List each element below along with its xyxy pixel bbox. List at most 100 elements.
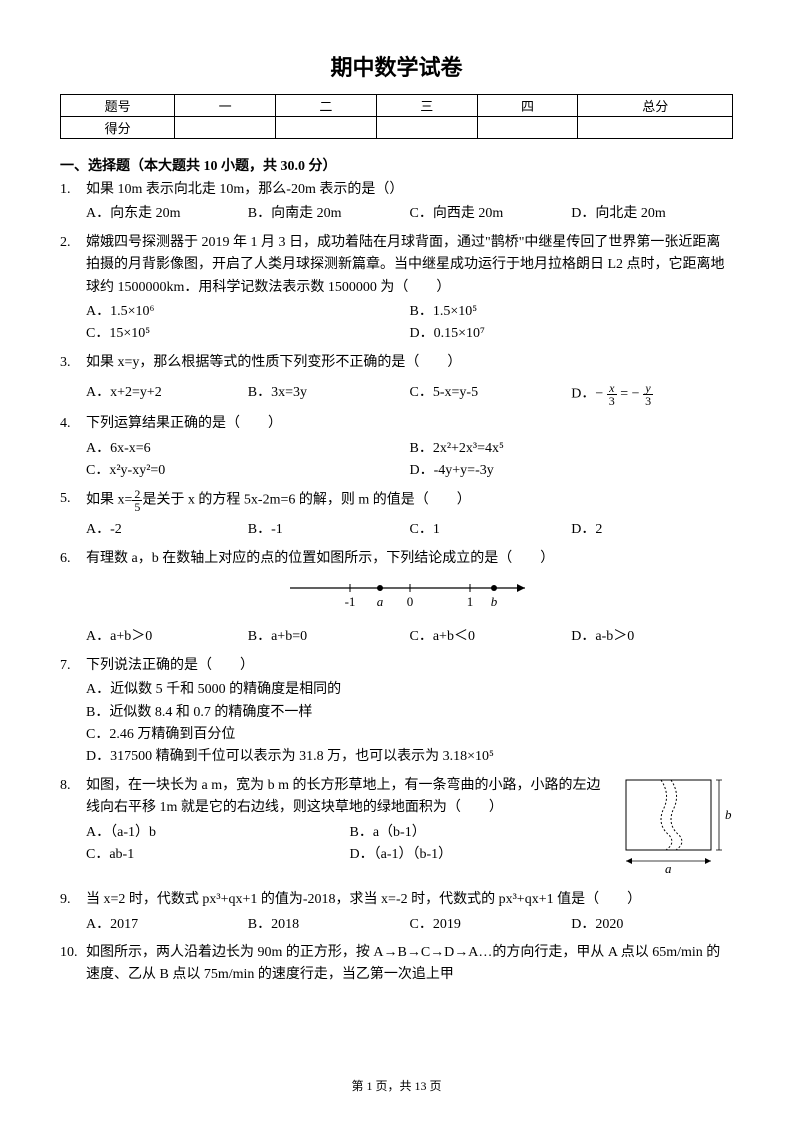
- option-text: 2018: [271, 917, 299, 932]
- th-label: 题号: [61, 95, 175, 117]
- score-table: 题号 一 二 三 四 总分 得分: [60, 94, 733, 139]
- td-blank: [477, 117, 578, 139]
- question-number: 1.: [60, 179, 86, 226]
- option-text: a（b-1）: [373, 825, 426, 840]
- option-a: A．1.5×10⁶: [86, 301, 410, 323]
- option-a: A．-2: [86, 519, 248, 541]
- option-c: C．2.46 万精确到百分位: [86, 724, 733, 746]
- fig-a-label: a: [665, 861, 672, 875]
- option-text: 2.46 万精确到百分位: [109, 727, 235, 742]
- option-b: B．a（b-1）: [350, 822, 614, 844]
- option-text: （a-1）（b-1）: [374, 847, 453, 862]
- option-d: D．− x3 = − y3: [571, 382, 733, 407]
- option-text: 向北走 20m: [595, 206, 665, 221]
- option-d: D．-4y+y=-3y: [410, 460, 734, 482]
- option-text: -2: [110, 522, 122, 537]
- option-text: x+2=y+2: [110, 385, 162, 400]
- option-c: C．向西走 20m: [410, 203, 572, 225]
- question-number: 9.: [60, 889, 86, 936]
- td-blank: [175, 117, 276, 139]
- frac-den: 5: [132, 501, 142, 513]
- question-stem: 当 x=2 时，代数式 px³+qx+1 的值为-2018，求当 x=-2 时，…: [86, 889, 733, 911]
- nl-label: 0: [406, 594, 413, 609]
- nl-label: 1: [466, 594, 473, 609]
- option-d: D．2020: [571, 914, 733, 936]
- question-7: 7. 下列说法正确的是（ ） A．近似数 5 千和 5000 的精确度是相同的 …: [60, 655, 733, 769]
- question-number: 2.: [60, 232, 86, 346]
- option-a: A．2017: [86, 914, 248, 936]
- option-a: A．x+2=y+2: [86, 382, 248, 407]
- option-b: B．2018: [248, 914, 410, 936]
- question-10: 10. 如图所示，两人沿着边长为 90m 的正方形，按 A→B→C→D→A…的方…: [60, 942, 733, 989]
- nl-label: a: [376, 594, 383, 609]
- option-text: = −: [617, 387, 643, 402]
- question-3: 3. 如果 x=y，那么根据等式的性质下列变形不正确的是（ ） A．x+2=y+…: [60, 352, 733, 407]
- page-footer: 第 1 页，共 13 页: [0, 1077, 793, 1094]
- option-text: 2020: [595, 917, 623, 932]
- option-text: -4y+y=-3y: [434, 463, 494, 478]
- footer-suffix: 页: [427, 1079, 442, 1093]
- option-text: 15×10⁵: [109, 326, 150, 341]
- option-c: C．5-x=y-5: [410, 382, 572, 407]
- question-number: 4.: [60, 413, 86, 482]
- question-stem: 下列运算结果正确的是（ ）: [86, 413, 733, 435]
- option-text: a+b＞0: [110, 629, 152, 644]
- option-text: 2x²+2x³=4x⁵: [433, 441, 504, 456]
- footer-total: 13: [415, 1079, 427, 1093]
- option-text: 向南走 20m: [271, 206, 341, 221]
- td-blank: [578, 117, 733, 139]
- table-row: 题号 一 二 三 四 总分: [61, 95, 733, 117]
- question-9: 9. 当 x=2 时，代数式 px³+qx+1 的值为-2018，求当 x=-2…: [60, 889, 733, 936]
- option-a: A．（a-1）b: [86, 822, 350, 844]
- table-row: 得分: [61, 117, 733, 139]
- question-stem: 如果 x=y，那么根据等式的性质下列变形不正确的是（ ）: [86, 352, 733, 374]
- option-b: B．向南走 20m: [248, 203, 410, 225]
- option-b: B．-1: [248, 519, 410, 541]
- option-d: D．317500 精确到千位可以表示为 31.8 万，也可以表示为 3.18×1…: [86, 746, 733, 768]
- option-text: 近似数 5 千和 5000 的精确度是相同的: [110, 682, 341, 697]
- option-b: B．2x²+2x³=4x⁵: [410, 438, 734, 460]
- question-number: 10.: [60, 942, 86, 989]
- td-blank: [376, 117, 477, 139]
- question-number: 8.: [60, 775, 86, 883]
- option-text: 3x=3y: [271, 385, 307, 400]
- question-number: 5.: [60, 488, 86, 541]
- option-a: A．a+b＞0: [86, 626, 248, 648]
- option-d: D．向北走 20m: [571, 203, 733, 225]
- option-text: 2019: [433, 917, 461, 932]
- footer-mid: 页，共: [372, 1079, 414, 1093]
- option-a: A．向东走 20m: [86, 203, 248, 225]
- option-text: 5-x=y-5: [433, 385, 478, 400]
- th-four: 四: [477, 95, 578, 117]
- option-text: 2: [595, 522, 602, 537]
- option-b: B．3x=3y: [248, 382, 410, 407]
- number-line-figure: -1 a 0 1 b: [86, 574, 733, 620]
- question-stem: 下列说法正确的是（ ）: [86, 655, 733, 677]
- td-score-label: 得分: [61, 117, 175, 139]
- option-text: x²y-xy²=0: [109, 463, 165, 478]
- option-d: D．（a-1）（b-1）: [350, 844, 614, 866]
- option-text: ab-1: [109, 847, 134, 862]
- question-stem: 如果 10m 表示向北走 10m，那么-20m 表示的是（）: [86, 179, 733, 201]
- nl-label: -1: [344, 594, 355, 609]
- th-total: 总分: [578, 95, 733, 117]
- option-text: 1: [433, 522, 440, 537]
- question-number: 7.: [60, 655, 86, 769]
- question-stem: 如图，在一块长为 a m，宽为 b m 的长方形草地上，有一条弯曲的小路，小路的…: [86, 775, 613, 820]
- th-three: 三: [376, 95, 477, 117]
- question-stem: 嫦娥四号探测器于 2019 年 1 月 3 日，成功着陆在月球背面，通过"鹊桥"…: [86, 232, 733, 299]
- option-b: B．近似数 8.4 和 0.7 的精确度不一样: [86, 702, 733, 724]
- question-stem: 如图所示，两人沿着边长为 90m 的正方形，按 A→B→C→D→A…的方向行走，…: [86, 942, 733, 987]
- option-text: 1.5×10⁶: [110, 304, 154, 319]
- option-text: 近似数 8.4 和 0.7 的精确度不一样: [109, 705, 312, 720]
- nl-label: b: [490, 594, 497, 609]
- option-c: C．a+b＜0: [410, 626, 572, 648]
- option-text: 向东走 20m: [110, 206, 180, 221]
- fig-b-label: b: [725, 807, 732, 822]
- stem-before: 如果 x=: [86, 493, 132, 508]
- option-text: 0.15×10⁷: [434, 326, 485, 341]
- option-c: C．ab-1: [86, 844, 350, 866]
- option-d: D．2: [571, 519, 733, 541]
- option-a: A．近似数 5 千和 5000 的精确度是相同的: [86, 679, 733, 701]
- section-heading: 一、选择题（本大题共 10 小题，共 30.0 分）: [60, 155, 733, 175]
